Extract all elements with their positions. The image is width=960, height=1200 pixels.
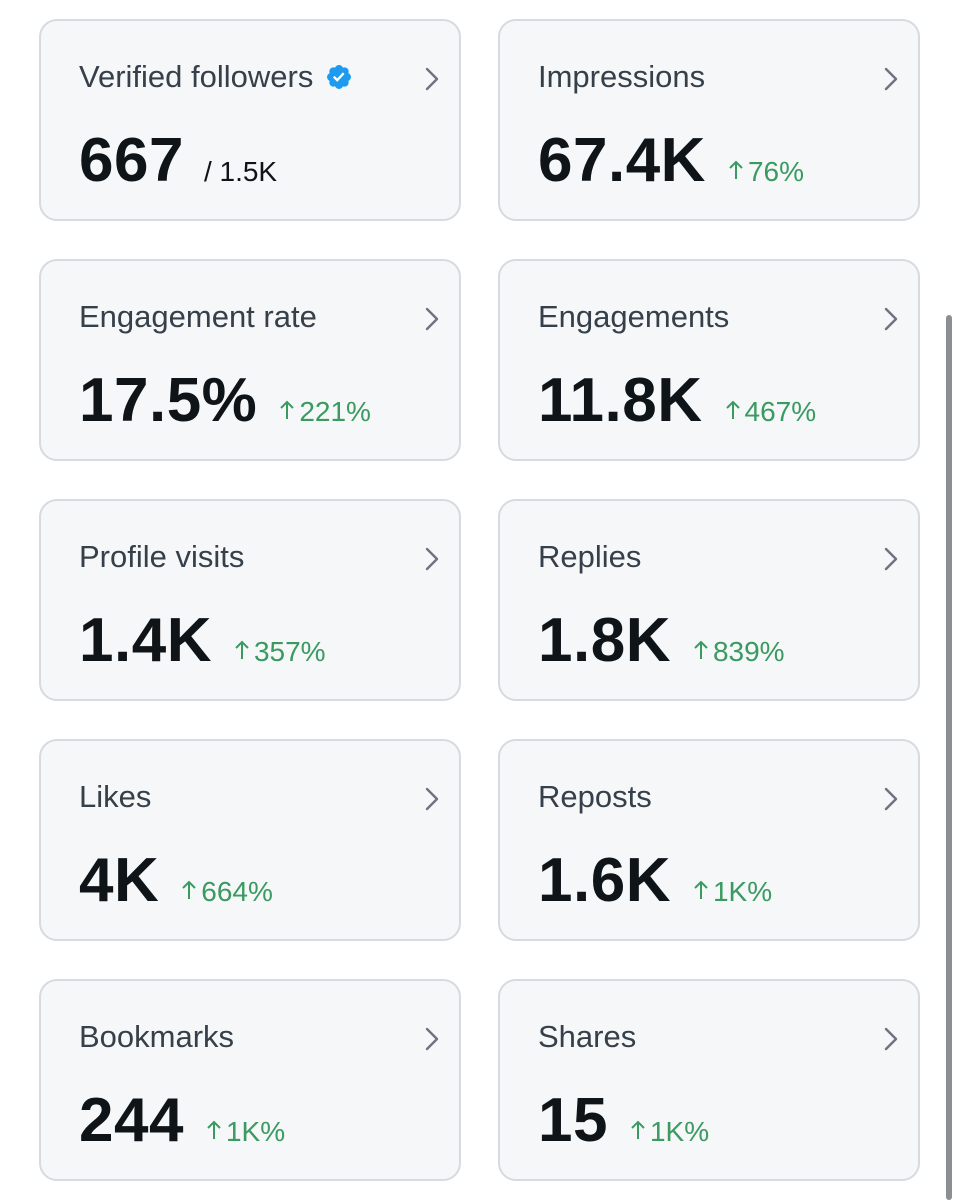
chevron-right-icon	[425, 1027, 439, 1051]
chevron-right-icon	[884, 307, 898, 331]
replies-card[interactable]: Replies 1.8K 839%	[498, 499, 920, 701]
bookmarks-change-value: 1K%	[225, 1116, 286, 1147]
shares-card[interactable]: Shares 15 1K%	[498, 979, 920, 1181]
chevron-right-icon	[884, 547, 898, 571]
chevron-right-icon	[884, 1027, 898, 1051]
metric-value-row: 11.8K 467%	[538, 365, 816, 436]
metric-value-row: 667 / 1.5K	[79, 125, 277, 196]
engagement-rate-title: Engagement rate	[79, 299, 317, 334]
engagement-rate-value: 17.5%	[79, 366, 258, 435]
verified-followers-total: / 1.5K	[203, 156, 278, 187]
reposts-card[interactable]: Reposts 1.6K 1K%	[498, 739, 920, 941]
engagement-rate-change-value: 221%	[299, 396, 371, 427]
metrics-grid: Verified followers 667 / 1.5K Impression…	[39, 19, 920, 1181]
metric-value-row: 1.8K 839%	[538, 605, 785, 676]
impressions-change-value: 76%	[747, 156, 804, 187]
reposts-change: 1K%	[693, 876, 772, 908]
likes-change: 664%	[181, 876, 273, 908]
metric-value-row: 67.4K 76%	[538, 125, 804, 196]
arrow-up-icon	[694, 880, 708, 899]
profile-visits-title: Profile visits	[79, 539, 245, 574]
shares-title: Shares	[538, 1019, 637, 1054]
chevron-right-icon	[425, 307, 439, 331]
engagements-title: Engagements	[538, 299, 730, 334]
arrow-up-icon	[725, 400, 740, 419]
bookmarks-card[interactable]: Bookmarks 244 1K%	[39, 979, 461, 1181]
engagements-card[interactable]: Engagements 11.8K 467%	[498, 259, 920, 461]
bookmarks-title: Bookmarks	[79, 1019, 235, 1054]
chevron-right-icon	[884, 67, 898, 91]
verified-followers-card[interactable]: Verified followers 667 / 1.5K	[39, 19, 461, 221]
engagements-value: 11.8K	[538, 366, 703, 435]
arrow-up-icon	[182, 880, 196, 899]
chevron-right-icon	[425, 67, 439, 91]
reposts-value: 1.6K	[538, 846, 671, 915]
likes-value: 4K	[79, 846, 160, 915]
verified-followers-value: 667	[79, 126, 184, 195]
arrow-up-icon	[235, 640, 249, 659]
shares-change: 1K%	[630, 1116, 709, 1148]
profile-visits-change-value: 357%	[253, 636, 326, 667]
metric-value-row: 4K 664%	[79, 845, 273, 916]
chevron-right-icon	[884, 787, 898, 811]
scrollbar[interactable]	[946, 315, 952, 1200]
replies-change: 839%	[693, 636, 785, 668]
arrow-up-icon	[729, 160, 743, 179]
arrow-up-icon	[631, 1120, 645, 1139]
profile-visits-card[interactable]: Profile visits 1.4K 357%	[39, 499, 461, 701]
metric-value-row: 15 1K%	[538, 1085, 709, 1156]
shares-change-value: 1K%	[649, 1116, 710, 1147]
verified-badge-icon	[327, 65, 352, 89]
engagements-change-value: 467%	[744, 396, 817, 427]
impressions-value: 67.4K	[538, 126, 706, 195]
metric-value-row: 1.6K 1K%	[538, 845, 772, 916]
metric-value-row: 1.4K 357%	[79, 605, 326, 676]
verified-followers-title: Verified followers	[79, 59, 314, 94]
impressions-card[interactable]: Impressions 67.4K 76%	[498, 19, 920, 221]
card-title: Verified followers	[79, 59, 353, 95]
shares-value: 15	[538, 1086, 608, 1155]
profile-visits-value: 1.4K	[79, 606, 212, 675]
chevron-right-icon	[425, 787, 439, 811]
arrow-up-icon	[207, 1120, 221, 1139]
reposts-change-value: 1K%	[712, 876, 773, 907]
engagement-rate-change: 221%	[279, 396, 371, 428]
bookmarks-value: 244	[79, 1086, 184, 1155]
replies-change-value: 839%	[712, 636, 785, 667]
bookmarks-change: 1K%	[206, 1116, 285, 1148]
likes-change-value: 664%	[201, 876, 273, 907]
chevron-right-icon	[425, 547, 439, 571]
impressions-change: 76%	[728, 156, 804, 188]
likes-title: Likes	[79, 779, 152, 814]
replies-value: 1.8K	[538, 606, 671, 675]
engagements-change: 467%	[725, 396, 817, 428]
engagement-rate-card[interactable]: Engagement rate 17.5% 221%	[39, 259, 461, 461]
arrow-up-icon	[694, 640, 708, 659]
profile-visits-change: 357%	[234, 636, 326, 668]
replies-title: Replies	[538, 539, 642, 574]
metric-value-row: 244 1K%	[79, 1085, 285, 1156]
metric-value-row: 17.5% 221%	[79, 365, 371, 436]
arrow-up-icon	[280, 400, 295, 419]
likes-card[interactable]: Likes 4K 664%	[39, 739, 461, 941]
impressions-title: Impressions	[538, 59, 706, 94]
reposts-title: Reposts	[538, 779, 652, 814]
